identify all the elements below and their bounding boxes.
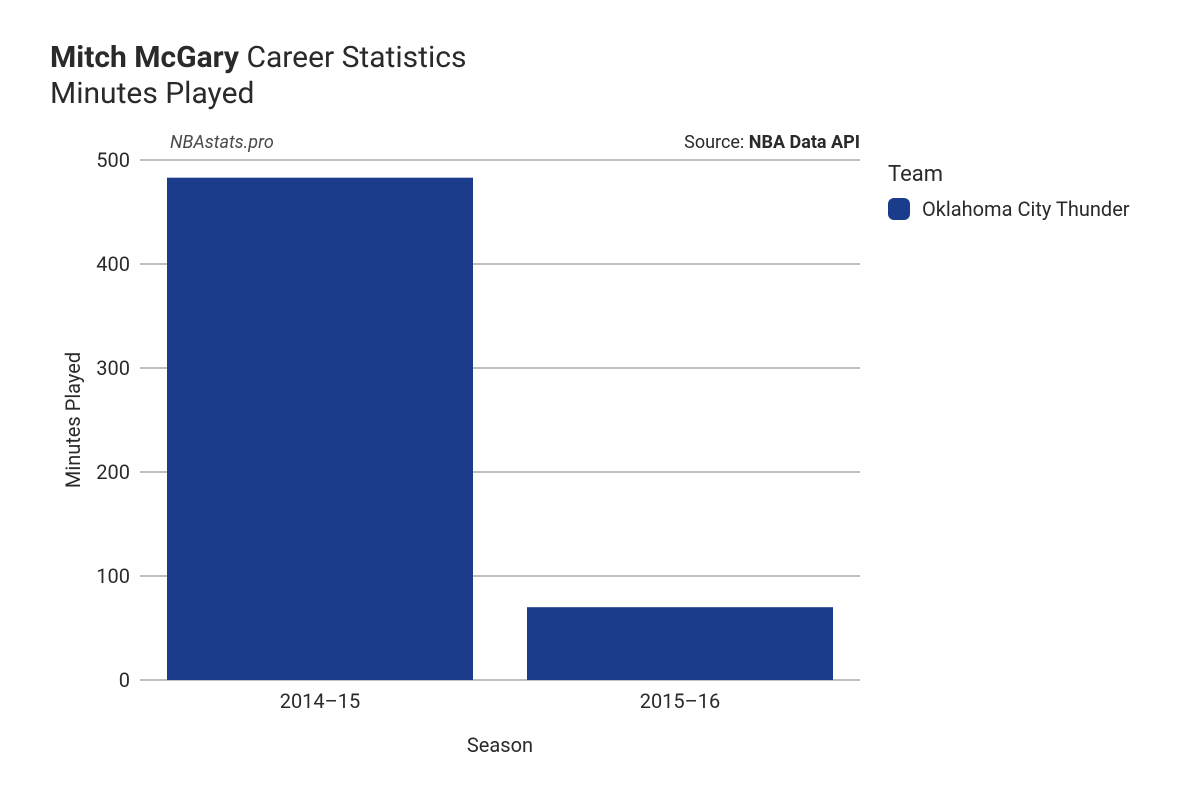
title-block: Mitch McGary Career Statistics Minutes P…: [50, 40, 1160, 112]
x-tick-label: 2015–16: [640, 689, 721, 713]
y-axis-label: Minutes Played: [61, 352, 85, 488]
x-axis-label: Season: [467, 733, 533, 757]
legend-swatch: [888, 198, 910, 220]
title-line-1: Mitch McGary Career Statistics: [50, 40, 1160, 76]
bar-chart: 0 100 200 300 400 500 2014–15 2015–16 Season Minu…: [50, 120, 870, 780]
legend: Team Oklahoma City Thunder: [888, 162, 1130, 221]
chart-container: Mitch McGary Career Statistics Minutes P…: [0, 0, 1200, 800]
y-tick-label: 200: [96, 460, 130, 484]
bar: [527, 607, 833, 680]
watermark: NBAstats.pro: [170, 132, 274, 153]
title-subtitle: Minutes Played: [50, 76, 1160, 112]
y-tick-label: 100: [96, 564, 130, 588]
y-tick-label: 0: [119, 668, 130, 692]
source-label: Source: NBA Data API: [684, 132, 860, 153]
plot-area: 0 100 200 300 400 500 2014–15 2015–16 Season Minu…: [50, 120, 870, 780]
legend-title: Team: [888, 162, 1130, 187]
x-tick-label: 2014–15: [280, 689, 361, 713]
plot-row: 0 100 200 300 400 500 2014–15 2015–16 Season Minu…: [50, 120, 1160, 780]
legend-label: Oklahoma City Thunder: [922, 197, 1130, 221]
legend-item: Oklahoma City Thunder: [888, 197, 1130, 221]
y-tick-label: 300: [96, 356, 130, 380]
bar: [167, 178, 473, 680]
y-tick-label: 500: [96, 148, 130, 172]
player-name: Mitch McGary: [50, 40, 239, 75]
y-tick-label: 400: [96, 252, 130, 276]
title-suffix: Career Statistics: [246, 40, 466, 75]
